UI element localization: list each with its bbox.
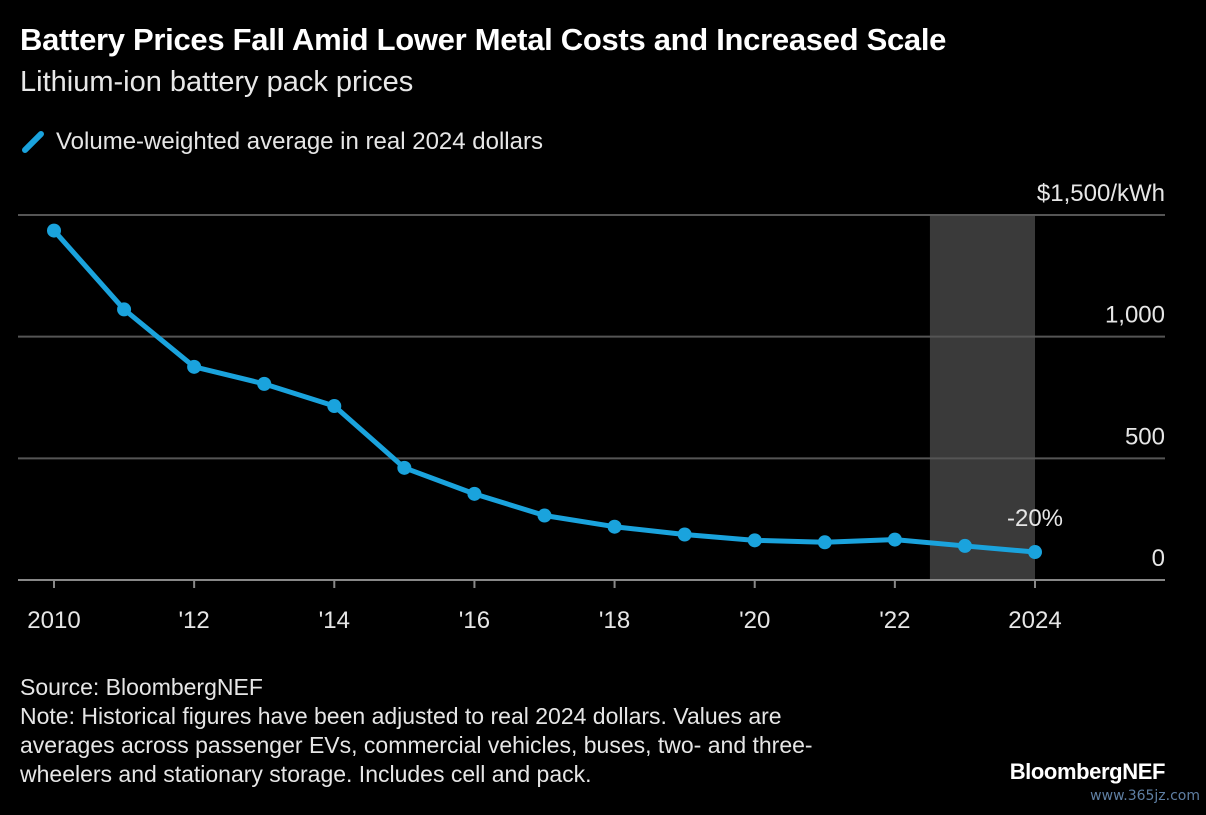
x-tick-label: '18 (599, 607, 630, 634)
data-point (607, 519, 622, 534)
legend: Volume-weighted average in real 2024 dol… (20, 127, 543, 157)
source-text: Source: BloombergNEF (20, 674, 263, 700)
x-tick-label: 2010 (27, 607, 80, 634)
data-point (677, 527, 692, 542)
x-tick-label: 2024 (1008, 607, 1061, 634)
watermark: www.365jz.com (1090, 788, 1200, 804)
footer: Source: BloombergNEF Note: Historical fi… (20, 673, 940, 789)
series-line (51, 228, 1038, 555)
x-tick-label: '22 (879, 607, 910, 634)
x-tick-label: '20 (739, 607, 770, 634)
data-point (47, 223, 61, 238)
data-point (537, 508, 552, 523)
annotation-label: -20% (1007, 505, 1063, 532)
legend-label: Volume-weighted average in real 2024 dol… (56, 128, 543, 155)
y-tick-label: 1,000 (1105, 302, 1165, 329)
y-tick-label: $1,500/kWh (1037, 180, 1165, 207)
data-point (1028, 545, 1042, 560)
chart-subtitle: Lithium-ion battery pack prices (20, 66, 414, 98)
data-point (187, 359, 202, 374)
data-point (957, 538, 972, 553)
note-line: wheelers and stationary storage. Include… (20, 761, 592, 787)
x-tick-label: '12 (179, 607, 210, 634)
highlight-band (929, 215, 1035, 580)
x-tick-label: '16 (459, 607, 490, 634)
y-tick-label: 0 (1152, 545, 1165, 572)
annotation-layer: -20% (1007, 505, 1063, 532)
highlight-layer (929, 215, 1035, 580)
grid-layer (18, 214, 1165, 460)
data-point (467, 486, 482, 501)
data-point (117, 302, 132, 317)
data-point (257, 376, 272, 391)
note-line: Note: Historical figures have been adjus… (20, 703, 782, 729)
chart-title: Battery Prices Fall Amid Lower Metal Cos… (20, 22, 947, 57)
legend-swatch-icon (22, 131, 44, 153)
brand-logo: BloombergNEF (1009, 759, 1166, 784)
data-point (397, 460, 412, 475)
x-tick-label: '14 (319, 607, 350, 634)
series-layer (47, 223, 1042, 560)
data-point (747, 533, 762, 548)
note-line: averages across passenger EVs, commercia… (20, 732, 813, 758)
data-point (817, 535, 832, 550)
data-point (327, 399, 342, 414)
y-tick-label: 500 (1125, 423, 1165, 450)
data-point (887, 532, 902, 547)
axis-layer: 0 500 1,000 $1,500/kWh 2010 '12 '14 '16 '18 '20 '2… (18, 180, 1165, 634)
